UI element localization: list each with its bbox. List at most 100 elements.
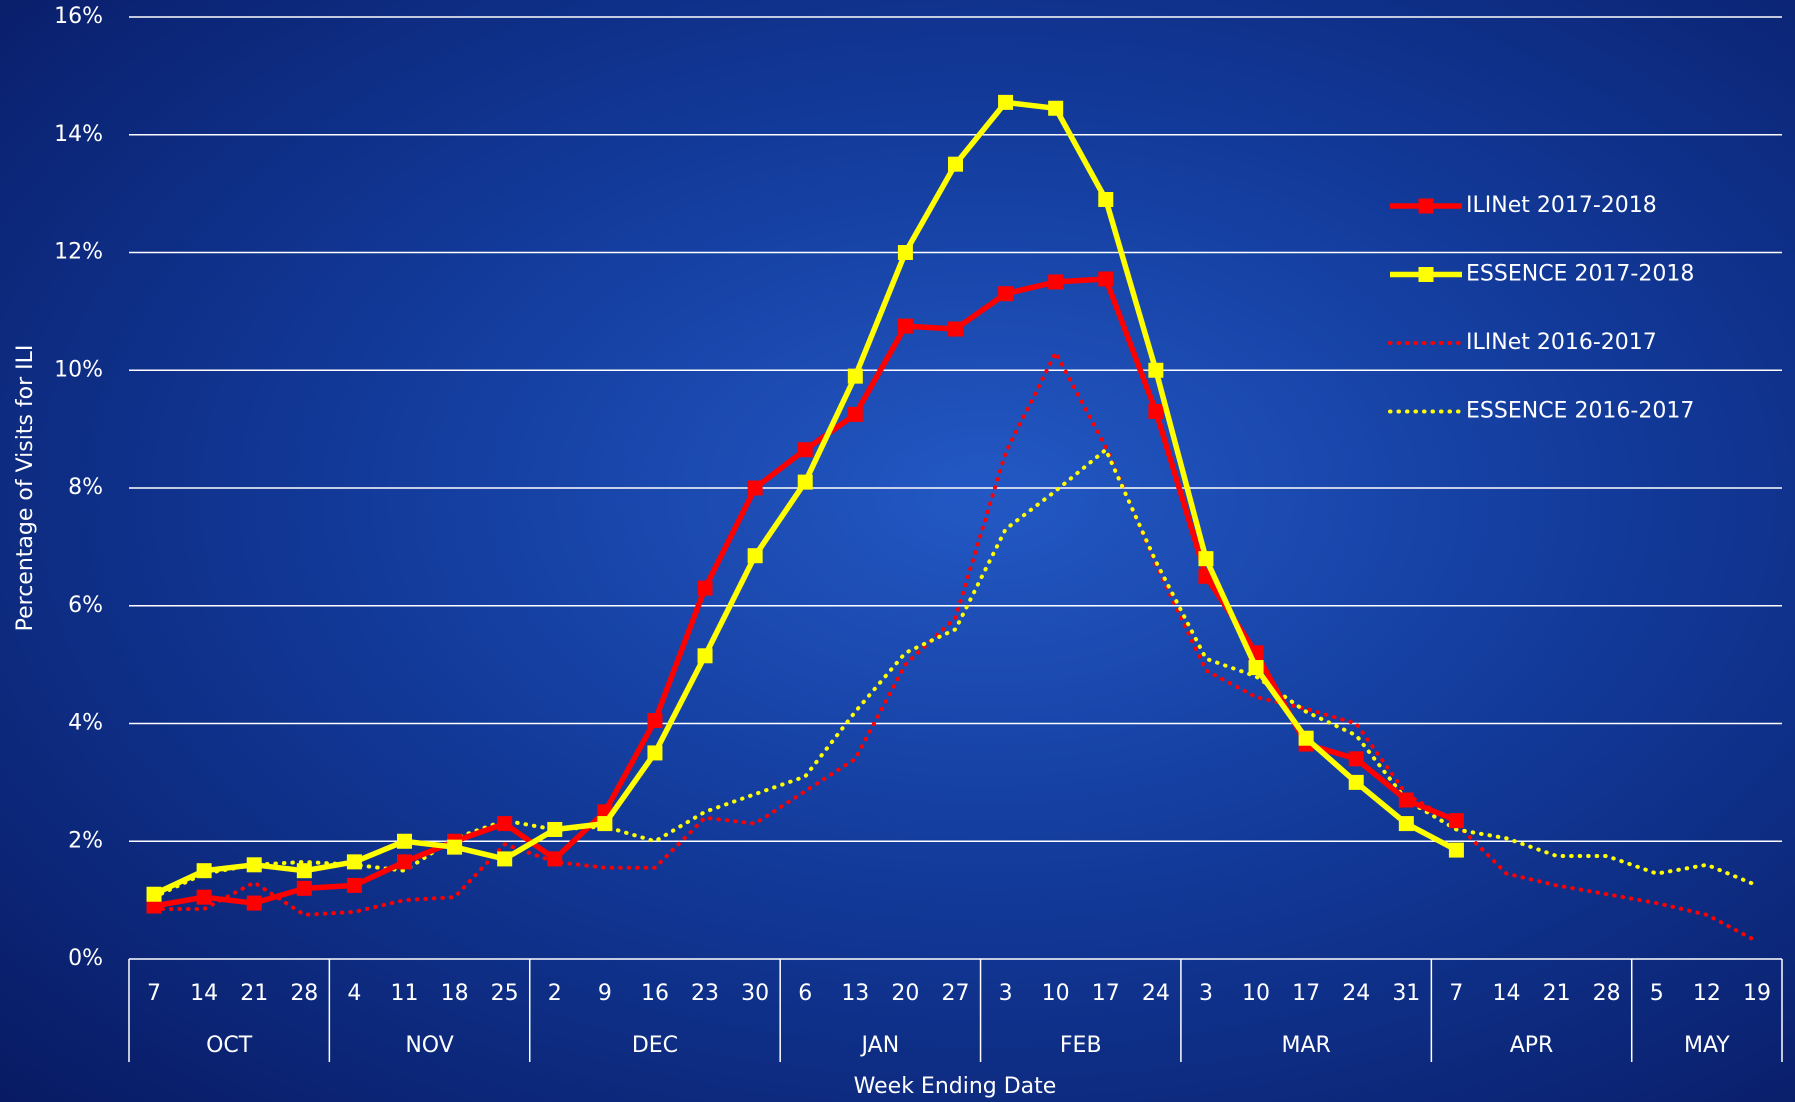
marker xyxy=(1048,100,1064,116)
month-label: DEC xyxy=(632,1033,678,1058)
x-axis-title: Week Ending Date xyxy=(854,1074,1057,1099)
x-tick-label: 27 xyxy=(942,981,970,1006)
x-tick-label: 24 xyxy=(1342,981,1370,1006)
y-tick-label: 8% xyxy=(68,475,103,500)
marker xyxy=(998,94,1014,110)
marker xyxy=(497,851,513,867)
marker xyxy=(998,286,1014,302)
month-label: APR xyxy=(1510,1033,1554,1058)
marker xyxy=(697,648,713,664)
month-label: JAN xyxy=(860,1033,900,1058)
x-tick-label: 12 xyxy=(1693,981,1721,1006)
month-label: NOV xyxy=(405,1033,453,1058)
x-tick-label: 6 xyxy=(798,981,812,1006)
x-tick-label: 3 xyxy=(1199,981,1213,1006)
marker xyxy=(1198,551,1214,567)
marker xyxy=(1098,271,1114,287)
x-tick-label: 25 xyxy=(491,981,519,1006)
marker xyxy=(847,368,863,384)
legend-label: ILINet 2017-2018 xyxy=(1466,193,1657,218)
marker xyxy=(1348,751,1364,767)
y-tick-label: 4% xyxy=(68,711,103,736)
x-tick-label: 17 xyxy=(1092,981,1120,1006)
x-tick-label: 3 xyxy=(999,981,1013,1006)
series-line xyxy=(152,350,1759,944)
x-tick-label: 7 xyxy=(1449,981,1463,1006)
x-tick-label: 19 xyxy=(1743,981,1771,1006)
y-tick-label: 2% xyxy=(68,828,103,853)
y-tick-label: 0% xyxy=(68,946,103,971)
marker xyxy=(1248,660,1264,676)
x-tick-label: 18 xyxy=(441,981,469,1006)
marker xyxy=(196,863,212,879)
marker xyxy=(847,406,863,422)
marker xyxy=(797,442,813,458)
x-tick-label: 4 xyxy=(347,981,361,1006)
legend-label: ESSENCE 2016-2017 xyxy=(1466,399,1694,424)
month-label: OCT xyxy=(206,1033,253,1058)
marker xyxy=(246,857,262,873)
legend-label: ILINet 2016-2017 xyxy=(1466,330,1657,355)
marker xyxy=(146,898,162,914)
series-line xyxy=(152,447,1759,900)
x-tick-label: 28 xyxy=(290,981,318,1006)
x-tick-label: 28 xyxy=(1593,981,1621,1006)
y-tick-label: 10% xyxy=(54,357,103,382)
marker xyxy=(346,877,362,893)
x-tick-label: 2 xyxy=(548,981,562,1006)
month-label: MAY xyxy=(1684,1033,1730,1058)
x-tick-label: 11 xyxy=(391,981,419,1006)
marker xyxy=(747,548,763,564)
marker xyxy=(1148,362,1164,378)
x-tick-label: 24 xyxy=(1142,981,1170,1006)
marker xyxy=(1398,816,1414,832)
marker xyxy=(547,821,563,837)
month-label: MAR xyxy=(1281,1033,1330,1058)
legend-label: ESSENCE 2017-2018 xyxy=(1466,262,1694,287)
marker xyxy=(547,851,563,867)
marker xyxy=(346,854,362,870)
marker xyxy=(1048,274,1064,290)
x-tick-label: 14 xyxy=(190,981,218,1006)
marker xyxy=(296,880,312,896)
marker xyxy=(897,245,913,260)
marker xyxy=(797,474,813,490)
x-tick-label: 10 xyxy=(1242,981,1270,1006)
x-tick-label: 7 xyxy=(147,981,161,1006)
x-tick-label: 21 xyxy=(240,981,268,1006)
x-tick-label: 21 xyxy=(1543,981,1571,1006)
x-tick-label: 10 xyxy=(1042,981,1070,1006)
marker xyxy=(597,816,613,832)
x-tick-label: 31 xyxy=(1392,981,1420,1006)
marker xyxy=(1298,730,1314,746)
marker xyxy=(1448,842,1464,858)
legend-marker xyxy=(1418,198,1434,214)
marker xyxy=(447,839,463,855)
marker xyxy=(647,745,663,761)
marker xyxy=(897,318,913,334)
marker xyxy=(397,854,412,870)
marker xyxy=(747,480,763,496)
y-axis-title: Percentage of Visits for ILI xyxy=(13,345,38,632)
y-tick-label: 12% xyxy=(54,240,103,265)
legend-marker xyxy=(1418,267,1434,282)
marker xyxy=(1148,403,1164,419)
marker xyxy=(246,895,262,911)
x-tick-label: 20 xyxy=(891,981,919,1006)
marker xyxy=(697,580,713,596)
y-tick-label: 16% xyxy=(54,4,103,29)
y-tick-label: 6% xyxy=(68,593,103,618)
x-tick-label: 5 xyxy=(1650,981,1664,1006)
marker xyxy=(397,833,412,849)
y-tick-label: 14% xyxy=(54,122,103,147)
x-tick-label: 23 xyxy=(691,981,719,1006)
x-tick-label: 30 xyxy=(741,981,769,1006)
x-tick-label: 16 xyxy=(641,981,669,1006)
marker xyxy=(1348,774,1364,790)
marker xyxy=(1398,792,1414,808)
marker xyxy=(948,156,963,172)
marker xyxy=(647,713,663,729)
marker xyxy=(196,889,212,905)
x-tick-label: 14 xyxy=(1493,981,1521,1006)
x-tick-label: 9 xyxy=(598,981,612,1006)
